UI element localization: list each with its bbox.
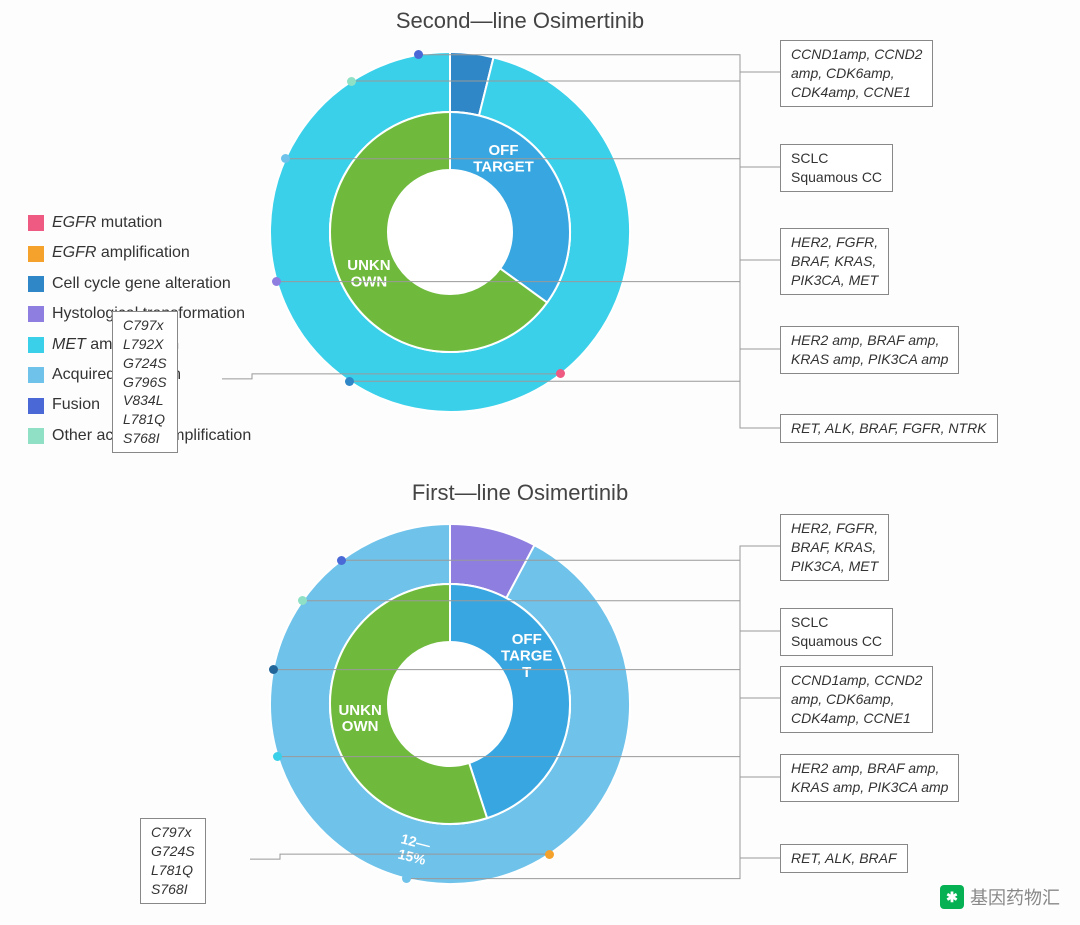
legend-swatch [28, 246, 44, 262]
legend-swatch [28, 276, 44, 292]
callout-box: SCLCSquamous CC [780, 144, 893, 192]
callout-box: HER2, FGFR,BRAF, KRAS,PIK3CA, MET [780, 228, 889, 295]
watermark: ✱ 基因药物汇 [940, 884, 1060, 910]
donut-hole [388, 170, 512, 294]
callout-dot [347, 77, 356, 86]
inner-label: UNKNOWN [347, 257, 390, 291]
chart1-donut: 10—15%10—20%30—40%3-10%7—15%5—15%12—15%O… [260, 42, 640, 422]
legend-swatch [28, 306, 44, 322]
legend-swatch [28, 215, 44, 231]
legend-item: EGFR amplification [28, 238, 251, 268]
callout-dot [269, 665, 278, 674]
chart1-title: Second—line Osimertinib [320, 8, 720, 34]
legend-label: EGFR amplification [52, 238, 190, 268]
legend-label: Fusion [52, 390, 100, 420]
legend-swatch [28, 398, 44, 414]
callout-box: HER2, FGFR,BRAF, KRAS,PIK3CA, MET [780, 514, 889, 581]
donut-hole [388, 642, 512, 766]
legend-label: EGFR mutation [52, 208, 162, 238]
legend-item: Cell cycle gene alteration [28, 269, 251, 299]
callout-box: C797xL792XG724SG796SV834LL781QS768I [112, 311, 178, 453]
callout-box: SCLCSquamous CC [780, 608, 893, 656]
callout-dot [337, 556, 346, 565]
legend-item: EGFR mutation [28, 208, 251, 238]
callout-box: HER2 amp, BRAF amp,KRAS amp, PIK3CA amp [780, 326, 959, 374]
watermark-text: 基因药物汇 [970, 884, 1060, 910]
legend-swatch [28, 428, 44, 444]
callout-box: CCND1amp, CCND2amp, CDK6amp,CDK4amp, CCN… [780, 666, 933, 733]
legend-label: Cell cycle gene alteration [52, 269, 231, 299]
legend-swatch [28, 367, 44, 383]
callout-box: CCND1amp, CCND2amp, CDK6amp,CDK4amp, CCN… [780, 40, 933, 107]
wechat-icon: ✱ [940, 885, 964, 909]
callout-dot [345, 377, 354, 386]
callout-box: HER2 amp, BRAF amp,KRAS amp, PIK3CA amp [780, 754, 959, 802]
chart2-title: First—line Osimertinib [320, 480, 720, 506]
legend-swatch [28, 337, 44, 353]
figure-container: Second—line Osimertinib First—line Osime… [0, 0, 1080, 925]
chart2-donut: 9—12%10—15%40—50%8—12%7—15%12—15%12—15%O… [260, 514, 640, 894]
callout-dot [545, 850, 554, 859]
callout-box: RET, ALK, BRAF [780, 844, 908, 873]
callout-box: C797xG724SL781QS768I [140, 818, 206, 904]
callout-box: RET, ALK, BRAF, FGFR, NTRK [780, 414, 998, 443]
inner-label: UNKNOWN [338, 702, 381, 736]
